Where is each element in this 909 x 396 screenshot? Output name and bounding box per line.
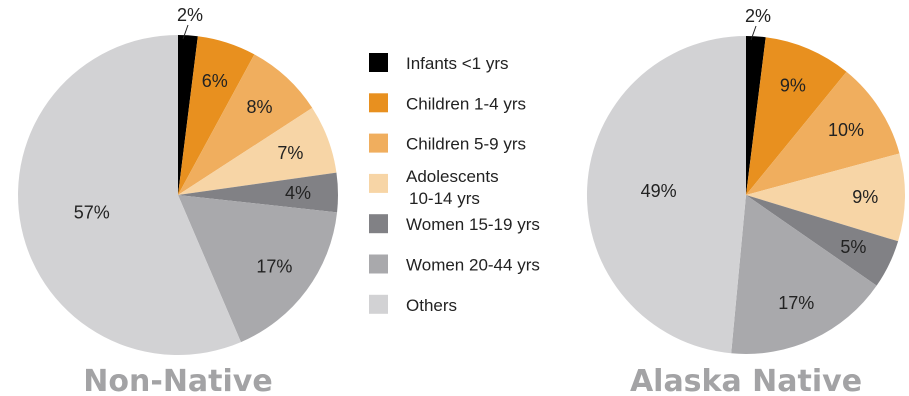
chart-title-alaska-native: Alaska Native bbox=[630, 364, 862, 396]
legend-swatch-adolescents-10-14-yrs bbox=[369, 173, 388, 193]
pie-chart-non-native: 2% 6% 8% 7% 4% 17% 57% bbox=[18, 5, 339, 355]
data-label-alaska-native-women-20-44-yrs: 17% bbox=[778, 293, 814, 313]
data-label-non-native-others: 57% bbox=[74, 203, 110, 223]
data-label-alaska-native-infants-1-yrs: 2% bbox=[745, 6, 771, 26]
pie-slice-alaska-native-children-1-4-yrs bbox=[746, 37, 847, 196]
pie-slice-alaska-native-others bbox=[586, 35, 746, 354]
pie-slice-non-native-women-15-19-yrs bbox=[178, 172, 339, 213]
legend-label-adolescents-10-14-yrs: Adolescents bbox=[406, 167, 499, 186]
data-label-non-native-women-15-19-yrs: 4% bbox=[285, 183, 311, 203]
legend-label-adolescents-10-14-yrs: 10-14 yrs bbox=[409, 189, 480, 208]
data-label-alaska-native-adolescents-10-14-yrs: 9% bbox=[852, 187, 878, 207]
leader-line-alaska-native bbox=[750, 25, 757, 41]
legend-label-women-20-44-yrs: Women 20-44 yrs bbox=[406, 256, 540, 275]
pie-slice-non-native-others bbox=[18, 35, 241, 355]
pie-slice-alaska-native-women-20-44-yrs bbox=[731, 195, 877, 355]
pie-slice-alaska-native-infants-1-yrs bbox=[746, 36, 766, 195]
pie-slice-non-native-infants-1-yrs bbox=[178, 35, 198, 195]
pie-slice-alaska-native-women-15-19-yrs bbox=[746, 195, 899, 286]
data-label-alaska-native-women-15-19-yrs: 5% bbox=[840, 237, 866, 257]
chart-title-non-native: Non-Native bbox=[83, 364, 272, 396]
legend-swatch-children-5-9-yrs bbox=[369, 133, 388, 153]
legend-swatch-women-20-44-yrs bbox=[369, 254, 388, 274]
data-label-non-native-children-5-9-yrs: 8% bbox=[246, 97, 272, 117]
pie-slice-non-native-children-1-4-yrs bbox=[178, 36, 255, 195]
legend-swatch-others bbox=[369, 294, 388, 314]
data-label-non-native-children-1-4-yrs: 6% bbox=[202, 71, 228, 91]
leader-line-non-native bbox=[182, 24, 189, 40]
legend-label-others: Others bbox=[406, 296, 457, 315]
data-label-non-native-adolescents-10-14-yrs: 7% bbox=[277, 143, 303, 163]
pie-slice-non-native-adolescents-10-14-yrs bbox=[178, 107, 337, 195]
data-label-non-native-infants-1-yrs: 2% bbox=[177, 5, 203, 25]
legend-swatch-women-15-19-yrs bbox=[369, 214, 388, 234]
pie-slice-non-native-women-20-44-yrs bbox=[178, 195, 338, 343]
pie-slice-alaska-native-adolescents-10-14-yrs bbox=[746, 153, 906, 242]
legend-swatch-infants-1-yrs bbox=[369, 53, 388, 72]
legend: Infants <1 yrs Children 1-4 yrs Children 5… bbox=[369, 53, 540, 315]
pie-slice-alaska-native-children-5-9-yrs bbox=[746, 71, 900, 195]
data-label-alaska-native-children-1-4-yrs: 9% bbox=[780, 75, 806, 95]
legend-label-children-1-4-yrs: Children 1-4 yrs bbox=[406, 94, 526, 113]
data-label-alaska-native-others: 49% bbox=[641, 181, 677, 201]
legend-label-children-5-9-yrs: Children 5-9 yrs bbox=[406, 135, 526, 154]
data-label-non-native-women-20-44-yrs: 17% bbox=[256, 256, 292, 276]
data-label-alaska-native-children-5-9-yrs: 10% bbox=[828, 120, 864, 140]
pie-chart-alaska-native: 2% 9% 10% 9% 5% 17% 49% bbox=[586, 6, 906, 355]
legend-label-women-15-19-yrs: Women 15-19 yrs bbox=[406, 215, 540, 234]
legend-label-infants-1-yrs: Infants <1 yrs bbox=[406, 54, 509, 73]
legend-swatch-children-1-4-yrs bbox=[369, 93, 388, 113]
pie-slice-non-native-children-5-9-yrs bbox=[178, 54, 313, 195]
